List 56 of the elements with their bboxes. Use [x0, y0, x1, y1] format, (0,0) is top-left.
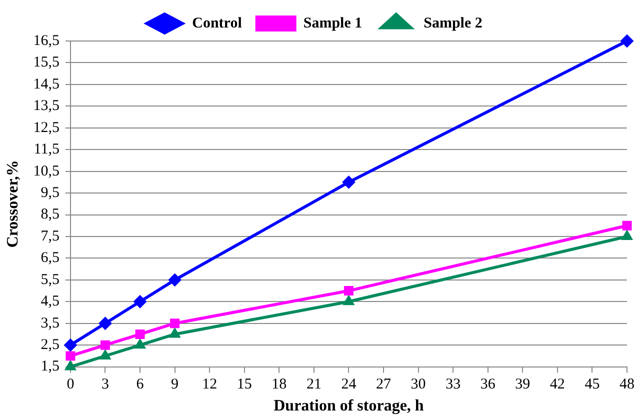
- legend-label: Sample 2: [424, 15, 482, 32]
- x-tick-label: 9: [171, 376, 179, 393]
- y-tick-label: 13,5: [33, 98, 60, 114]
- point: [169, 328, 180, 338]
- y-tick-label: 15,5: [33, 54, 60, 71]
- y-tick-label: 8,5: [40, 206, 60, 223]
- y-tick-label: 2,5: [40, 337, 60, 354]
- y-tick-label: 10,5: [33, 163, 60, 180]
- point: [621, 230, 633, 240]
- x-tick-label: 39: [515, 376, 530, 393]
- x-tick-label: 0: [66, 376, 74, 393]
- x-tick-label: 33: [446, 376, 461, 393]
- x-tick-label: 15: [236, 376, 252, 393]
- y-tick-label: 3,5: [40, 315, 60, 332]
- point: [64, 360, 76, 370]
- x-tick-label: 6: [136, 376, 144, 393]
- legend-label: Sample 1: [303, 15, 362, 32]
- point: [342, 176, 356, 189]
- legend-label: Control: [192, 15, 242, 32]
- y-tick-label: 4,5: [40, 294, 60, 310]
- y-tick-label: 11,5: [34, 142, 60, 158]
- point: [343, 295, 354, 306]
- y-tick-label: 6,5: [40, 250, 60, 266]
- x-tick-label: 36: [480, 376, 496, 393]
- x-tick-label: 21: [306, 376, 322, 393]
- point: [64, 338, 77, 352]
- y-tick-label: 12,5: [33, 120, 60, 136]
- y-tick-label: 16,5: [33, 32, 60, 49]
- point: [135, 329, 145, 339]
- point: [100, 340, 110, 350]
- point: [100, 349, 111, 360]
- point: [622, 220, 632, 230]
- point: [344, 286, 354, 296]
- x-axis-title: Duration of storage, h: [274, 398, 424, 415]
- x-tick-label: 48: [620, 376, 634, 393]
- x-tick-label: 24: [341, 376, 357, 393]
- x-tick-label: 30: [410, 376, 426, 393]
- point: [66, 351, 76, 361]
- y-tick-label: 1,5: [40, 358, 60, 375]
- y-tick-label: 9,5: [40, 184, 60, 201]
- y-tick-label: 14,5: [33, 76, 60, 92]
- x-tick-label: 18: [272, 376, 287, 393]
- x-tick-label: 12: [202, 376, 218, 393]
- y-tick-label: 7,5: [40, 228, 60, 244]
- x-tick-label: 45: [584, 376, 600, 393]
- y-tick-label: 5,5: [40, 272, 60, 288]
- point: [134, 295, 147, 308]
- x-tick-label: 27: [376, 376, 392, 393]
- y-axis-title: Crossover,%: [4, 160, 22, 248]
- point: [98, 316, 112, 330]
- point: [168, 273, 182, 286]
- point: [134, 338, 146, 349]
- point: [620, 34, 634, 48]
- point: [170, 318, 180, 328]
- x-tick-label: 3: [101, 376, 109, 393]
- x-tick-label: 42: [550, 376, 565, 393]
